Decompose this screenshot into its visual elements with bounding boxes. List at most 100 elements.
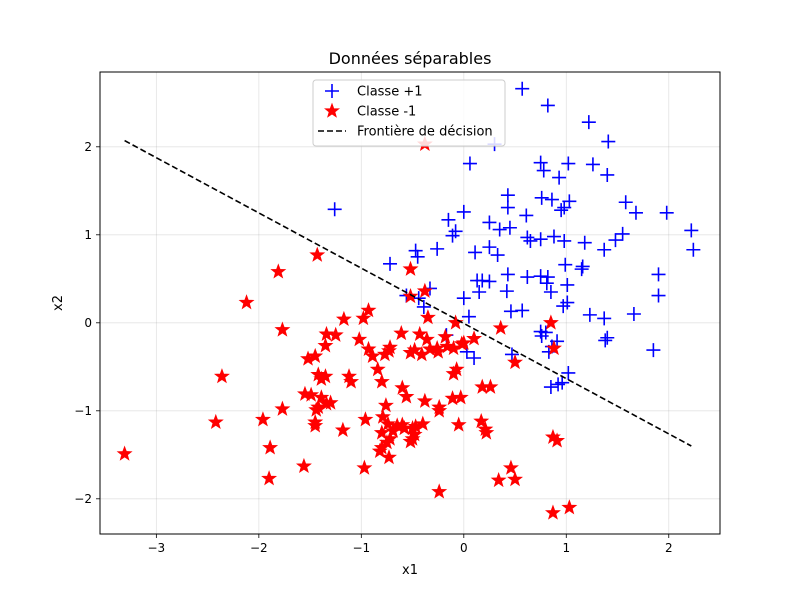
class-minus-point (254, 411, 271, 427)
legend-label: Classe +1 (357, 85, 423, 100)
class-plus-point (575, 259, 590, 274)
x-tick-label: −2 (250, 541, 268, 555)
class-plus-point (515, 81, 530, 96)
class-plus-point (410, 249, 425, 264)
class-plus-point (577, 235, 592, 250)
class-plus-point (467, 351, 482, 365)
class-plus-point (472, 285, 487, 299)
class-minus-point (482, 378, 499, 394)
class-minus-point (450, 416, 467, 432)
class-plus-point (468, 245, 483, 260)
class-plus-point (520, 230, 535, 245)
class-plus-point (615, 226, 630, 241)
class-minus-point (270, 263, 287, 279)
class-plus-point (408, 243, 423, 258)
class-minus-point (116, 445, 133, 461)
class-plus-point (626, 307, 641, 321)
y-tick-label: 0 (84, 316, 92, 330)
class-minus-point (296, 385, 313, 401)
class-minus-point (318, 395, 335, 411)
class-plus-point (504, 347, 519, 362)
class-minus-point (431, 402, 448, 418)
class-plus-point (598, 333, 613, 348)
class-minus-point (402, 260, 419, 276)
class-plus-point (416, 299, 431, 314)
class-plus-point (461, 309, 476, 324)
axis-ticks: −3 −2 −1 0 1 2 −2 −1 0 1 2 (74, 140, 672, 555)
legend-star-swatch (324, 102, 340, 118)
class-plus-point (554, 203, 569, 218)
class-minus-point (416, 392, 433, 408)
x-tick-label: 0 (460, 541, 468, 555)
class-plus-point (456, 204, 471, 219)
class-plus-point (556, 299, 571, 314)
class-plus-point (560, 277, 575, 292)
class-plus-point (597, 311, 612, 326)
class-minus-point (360, 340, 377, 356)
class-plus-point (500, 200, 515, 215)
class-minus-point (309, 246, 326, 262)
class-minus-point (262, 439, 279, 455)
class-plus-point (520, 270, 535, 285)
x-tick-label: −3 (148, 541, 166, 555)
legend-label: Frontière de décision (357, 125, 493, 140)
class-plus-point (646, 343, 661, 358)
class-minus-point (416, 282, 433, 298)
x-tick-label: 1 (562, 541, 570, 555)
class-plus-point (383, 256, 398, 271)
class-minus-point (452, 389, 469, 405)
class-plus-point (482, 274, 497, 289)
plot-frame (99, 71, 721, 535)
class-plus-point (500, 188, 515, 203)
chart-title: Données séparables (329, 49, 492, 68)
y-axis-label: x2 (51, 295, 66, 311)
class-plus-point (557, 200, 572, 215)
class-minus-point (507, 471, 524, 487)
class-minus-point (418, 331, 435, 347)
class-plus-point (482, 240, 497, 255)
class-plus-point (574, 262, 589, 277)
class-minus-point (422, 340, 438, 356)
class-plus-point (558, 257, 573, 272)
class-minus-point (402, 288, 419, 304)
class-plus-point (546, 229, 561, 244)
class-minus-point (317, 368, 334, 384)
class-minus-point (544, 504, 561, 520)
class-minus-point (327, 326, 344, 342)
class-plus-point (557, 233, 572, 248)
x-tick-label: −1 (352, 541, 370, 555)
class-minus-point (402, 344, 419, 360)
class-plus-point (561, 156, 576, 171)
class-plus-point (411, 291, 426, 306)
class-minus-point (393, 324, 410, 341)
y-tick-label: 2 (84, 140, 92, 154)
class-minus-point (317, 337, 334, 353)
class-plus-point (600, 167, 615, 182)
class-minus-point (379, 415, 396, 431)
class-minus-point (406, 341, 423, 357)
class-plus-point (534, 190, 549, 205)
class-minus-point (377, 397, 394, 413)
class-minus-point (351, 331, 368, 347)
class-minus-point (490, 471, 507, 488)
class-plus-point (441, 212, 456, 227)
class-plus-point (539, 276, 554, 291)
class-plus-point (536, 163, 551, 178)
decision-boundary-line (124, 139, 692, 447)
class-minus-point (213, 368, 230, 384)
class-plus-point (540, 270, 555, 285)
class-plus-point (490, 248, 505, 263)
class-plus-point (684, 223, 699, 238)
class-minus-point (307, 347, 324, 364)
class-plus-point (430, 241, 445, 256)
x-axis-label: x1 (402, 563, 418, 578)
class-plus-point (651, 267, 666, 282)
class-minus-point (414, 415, 431, 431)
class-minus-point (274, 321, 291, 337)
class-minus-point (307, 413, 324, 430)
class-minus-point (419, 309, 436, 325)
class-minus-point (549, 432, 566, 448)
class-minus-point (261, 470, 278, 486)
class-minus-point (335, 310, 352, 327)
